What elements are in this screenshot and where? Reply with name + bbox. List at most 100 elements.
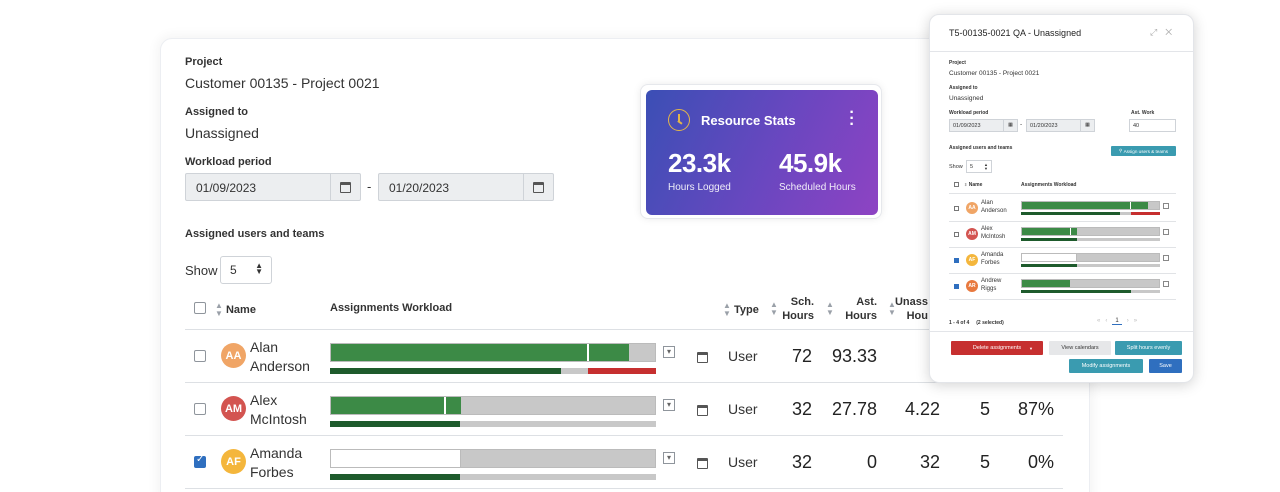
ast-work-input[interactable]: 40 (1129, 119, 1176, 132)
type-cell: User (728, 454, 758, 470)
paging-range: 1 - 4 of 4 (949, 320, 970, 326)
paging-info: 1 - 4 of 4 (2 selected) (949, 320, 1004, 326)
avatar: AR (966, 280, 978, 292)
user-last-name: Anderson (250, 358, 310, 374)
end-date-field[interactable]: 01/20/2023 (378, 173, 554, 201)
current-page[interactable]: 1 (1112, 318, 1122, 325)
dialog-user-name[interactable]: Amanda Forbes (981, 251, 1003, 267)
view-calendars-button[interactable]: View calendars (1049, 341, 1111, 355)
dialog-row-checkbox[interactable] (954, 284, 959, 289)
split-hours-button[interactable]: Split hours evenly (1115, 341, 1182, 355)
unas-header-line2: Hou (906, 310, 928, 322)
calendar-icon[interactable] (697, 403, 708, 421)
sort-icon: ▲ ▼ (826, 300, 834, 317)
dialog-user-name[interactable]: Alex McIntosh (981, 225, 1005, 241)
calendar-icon[interactable] (697, 456, 708, 474)
expand-dropdown-icon[interactable]: ▾ (663, 399, 675, 411)
scheduled-segment (1021, 264, 1077, 267)
calendar-icon[interactable]: ▦ (1080, 120, 1094, 131)
expand-icon[interactable]: ⤢ (1150, 27, 1166, 37)
unassigned-hours-column-header[interactable]: ▲ ▼ Unass Hou (888, 295, 928, 323)
workload-segment (1022, 228, 1070, 235)
dialog-user-first: Alex (981, 226, 993, 232)
assignment-dialog: T5-00135-0021 QA - Unassigned ⤢✕ Project… (929, 14, 1194, 383)
scheduled-segment (1021, 290, 1131, 293)
row-checkbox[interactable] (194, 350, 206, 362)
dialog-row-checkbox[interactable] (954, 258, 959, 263)
close-icon[interactable]: ✕ (1165, 27, 1181, 37)
type-column-header[interactable]: ▲ ▼ Type (723, 302, 759, 318)
user-last-name: McIntosh (250, 411, 307, 427)
last-page-icon[interactable]: » (1133, 318, 1138, 324)
calendar-icon[interactable] (697, 350, 708, 368)
type-header-text: Type (733, 303, 759, 316)
hours-logged-label: Hours Logged (668, 182, 731, 193)
dialog-user-last: Anderson (981, 208, 1007, 214)
more-options-icon[interactable]: · · · (849, 104, 855, 133)
project-label: Project (185, 56, 223, 68)
start-calendar-button[interactable] (330, 174, 360, 200)
name-header-text: Name (225, 303, 256, 316)
user-first-name: Amanda (250, 445, 303, 461)
delete-assignments-button[interactable]: Delete assignments ▼ (951, 341, 1043, 355)
row-checkbox[interactable] (194, 454, 206, 468)
end-calendar-button[interactable] (523, 174, 553, 200)
page-size-select[interactable]: 5 ▲ ▼ (220, 256, 272, 284)
ast-work-label: Ast. Work (1131, 110, 1155, 116)
dialog-show-label: Show (949, 164, 963, 170)
select-all-checkbox[interactable] (194, 302, 206, 314)
calendar-icon (533, 181, 544, 193)
start-date-field[interactable]: 01/09/2023 (185, 173, 361, 201)
user-name[interactable]: Alex McIntosh (250, 391, 307, 429)
row-checkbox[interactable] (194, 403, 206, 415)
workload-segment (1069, 228, 1077, 235)
dialog-row-checkbox[interactable] (954, 232, 959, 237)
calendar-icon[interactable]: ▦ (1003, 120, 1017, 131)
dialog-workload-bar (1021, 279, 1160, 288)
first-page-icon[interactable]: « (1097, 318, 1101, 324)
expand-dropdown-icon[interactable] (1163, 255, 1169, 261)
dialog-end-date[interactable]: 01/20/2023 ▦ (1026, 119, 1095, 132)
expand-dropdown-icon[interactable] (1163, 203, 1169, 209)
stats-title: Resource Stats (701, 113, 796, 128)
row-divider (185, 488, 1063, 489)
workload-segment (1022, 280, 1070, 287)
chevron-down-icon[interactable]: ▼ (1029, 345, 1033, 351)
expand-dropdown-icon[interactable] (1163, 229, 1169, 235)
workload-segment-empty (1022, 254, 1077, 261)
modify-assignments-button[interactable]: Modify assignments (1069, 359, 1143, 373)
user-name[interactable]: Alan Anderson (250, 338, 310, 376)
sch-hours-column-header[interactable]: ▲ ▼ Sch. Hours (770, 295, 814, 323)
dialog-row-checkbox[interactable] (954, 206, 959, 211)
dialog-select-all-checkbox[interactable] (954, 182, 959, 187)
save-button[interactable]: Save (1149, 359, 1182, 373)
dialog-row-divider (949, 299, 1176, 300)
dialog-workload-bar (1021, 227, 1160, 236)
user-name[interactable]: Amanda Forbes (250, 444, 302, 482)
ast-hours-column-header[interactable]: ▲ ▼ Ast. Hours (826, 295, 877, 323)
assigned-to-value: Unassigned (185, 125, 259, 141)
avatar: AA (966, 202, 978, 214)
name-column-header[interactable]: ▲ ▼ Name (215, 302, 256, 318)
row-divider (185, 435, 1063, 436)
unassigned-hours-cell: 4.22 (904, 399, 940, 419)
assign-users-button[interactable]: ⚲ Assign users & teams (1111, 146, 1176, 156)
dialog-user-name[interactable]: Andrew Riggs (981, 277, 1001, 293)
overbooked-segment (1130, 212, 1160, 215)
clock-icon (668, 109, 690, 131)
sch-header-line1: Sch. (790, 296, 814, 308)
dialog-window-controls: ⤢✕ (1150, 27, 1180, 38)
scheduled-segment (330, 421, 461, 427)
workload-segment-assigned (444, 397, 461, 414)
prev-page-icon[interactable]: ‹ (1105, 318, 1108, 324)
expand-dropdown-icon[interactable]: ▾ (663, 346, 675, 358)
expand-dropdown-icon[interactable] (1163, 281, 1169, 287)
dialog-page-size-select[interactable]: 5 ▲ ▼ (966, 160, 992, 173)
next-page-icon[interactable]: › (1126, 318, 1129, 324)
search-icon: ⚲ (1118, 148, 1124, 153)
dialog-user-name[interactable]: Alan Anderson (981, 199, 1007, 215)
dialog-start-date[interactable]: 01/09/2023 ▦ (949, 119, 1018, 132)
expand-dropdown-icon[interactable]: ▾ (663, 452, 675, 464)
scheduled-segment (1021, 212, 1120, 215)
